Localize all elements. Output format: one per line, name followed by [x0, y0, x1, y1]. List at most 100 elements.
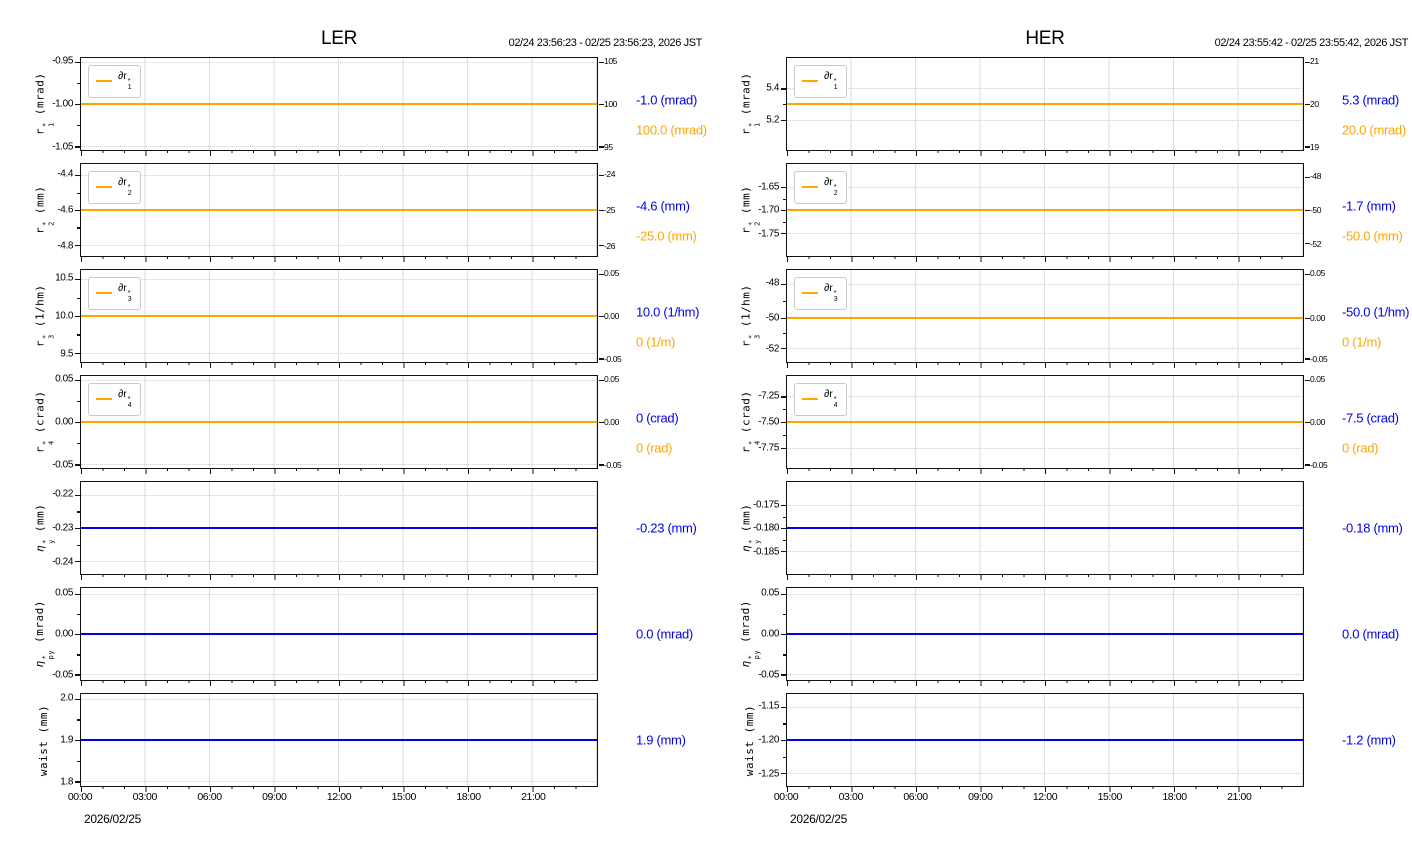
y-tick-label: -0.95 [52, 55, 73, 67]
right-tick-mark [1304, 273, 1310, 275]
data-line [787, 633, 1303, 636]
y-axis-label-text: r * 1 (mrad) [739, 73, 761, 136]
y-tick-label: -1.15 [758, 700, 779, 712]
y-minor-tick-mark [76, 297, 80, 299]
right-axis-tick-label: 95 [604, 142, 613, 153]
legend-label: ∂r * 2 [118, 176, 132, 198]
y-axis-label-unit: (mrad) [33, 600, 47, 651]
data-line [787, 209, 1303, 212]
x-tick-label: 00:00 [773, 791, 799, 803]
y-axis-label-subsup: * py [41, 650, 55, 659]
y-tick-mark [74, 740, 80, 742]
y-axis-label-subsup: * 2 [747, 221, 761, 226]
right-axis-tick-label: 0.00 [604, 417, 619, 427]
legend-label-symbol: ∂r [824, 388, 833, 400]
x-major-ticks [81, 256, 597, 262]
legend-label: ∂r * 1 [118, 70, 132, 92]
x-major-ticks [787, 574, 1303, 580]
x-major-ticks [81, 786, 597, 792]
subplot-her-2: r * 2 (mm) ∂r * 2 -1.65 -1.70 -1.75 -48 -50 -52 -1.7… [739, 163, 1403, 262]
right-axis-tick-label: 21 [1310, 55, 1319, 66]
gridline-horizontal [787, 348, 1303, 350]
data-line [81, 209, 597, 212]
y-tick-mark [780, 593, 786, 595]
y-tick-label: -0.175 [753, 499, 779, 510]
data-line [81, 739, 597, 742]
gridline-horizontal [787, 706, 1303, 708]
right-tick-mark [1304, 104, 1310, 106]
y-tick-mark [74, 279, 80, 281]
y-axis-label-unit: (mm) [739, 185, 753, 222]
plot-area: ∂r * 3 [780, 269, 1310, 368]
right-axis-tick-label: -0.05 [604, 354, 622, 365]
value-readouts: -50.0 (1/hm) 0 (1/m) [1342, 269, 1412, 363]
right-tick-mark [598, 316, 604, 318]
plot-area [74, 587, 598, 686]
y-tick-label: 9.5 [60, 348, 73, 360]
y-tick-label: -4.6 [57, 204, 73, 216]
y-minor-tick-mark [76, 443, 80, 445]
value-readout: 0.0 (mrad) [1342, 626, 1399, 642]
x-major-ticks [787, 150, 1303, 156]
right-axis-tick-label: 20 [1310, 99, 1319, 109]
value-readout: 0 (1/m) [636, 334, 676, 350]
y-axis-label-subsup: * 4 [41, 441, 55, 446]
y-minor-tick-mark [782, 104, 786, 106]
panel-title: HER [1025, 28, 1065, 49]
gridline-horizontal [787, 593, 1303, 595]
legend-label-subsup: * 4 [833, 396, 838, 410]
y-axis-label-symbol: r [33, 446, 47, 454]
y-axis-label-unit: (mrad) [739, 72, 753, 123]
panel-her: HER 02/24 23:55:42 - 02/25 23:55:42, 202… [706, 0, 1412, 864]
right-tick-mark [1304, 317, 1310, 320]
right-axis-tick-label: 100 [604, 99, 617, 109]
y-axis-label-subsup: * py [747, 650, 761, 659]
legend-line-swatch [96, 185, 112, 188]
y-minor-tick-mark [76, 125, 80, 127]
legend-label-subscript: 4 [833, 402, 838, 410]
right-tick-mark [598, 379, 604, 381]
plot-area [74, 693, 598, 792]
legend-line-swatch [802, 79, 818, 82]
right-tick-mark [1304, 379, 1310, 381]
y-minor-tick-mark [782, 756, 786, 758]
y-tick-label: 10.5 [55, 272, 73, 284]
x-axis-tick-labels: 00:00 03:00 06:00 09:00 12:00 15:00 18:00 21:00 [774, 791, 1304, 805]
plot-area [74, 481, 598, 580]
value-readout: -50.0 (1/hm) [1342, 304, 1410, 320]
right-axis-tick-label: -0.05 [1310, 460, 1328, 471]
y-tick-mark [74, 528, 80, 530]
value-readout: -7.5 (crad) [1342, 410, 1399, 426]
data-line [787, 316, 1303, 320]
x-major-ticks [81, 468, 597, 474]
plot-area: ∂r * 4 [780, 375, 1310, 474]
right-tick-mark [1304, 61, 1310, 63]
subplot-ler-5: η * y (mm) -0.22 -0.23 -0.24 -0.23 (mm) [33, 481, 697, 580]
value-readout: -25.0 (mm) [636, 228, 697, 244]
x-tick-label: 00:00 [67, 791, 93, 803]
y-minor-tick-mark [782, 333, 786, 335]
y-axis-label-symbol: waist [37, 740, 51, 776]
value-readouts: 0.0 (mrad) [636, 587, 786, 681]
value-readouts: 0 (crad) 0 (rad) [636, 375, 786, 469]
legend-label-subscript: 1 [127, 84, 132, 92]
value-readouts: 1.9 (mm) [636, 693, 786, 787]
y-axis-label-symbol: η [33, 660, 47, 668]
legend-label-symbol: ∂r [824, 282, 833, 294]
gridline-horizontal [787, 551, 1303, 552]
legend-label: ∂r * 3 [118, 282, 132, 304]
y-tick-label: -7.50 [758, 416, 779, 428]
y-axis-label-text: r * 3 (1/hm) [739, 285, 761, 348]
y-axis-label-symbol: r [33, 128, 47, 136]
value-readout: -1.2 (mm) [1342, 732, 1396, 748]
legend-label-subsup: * 2 [834, 184, 838, 198]
y-axis-label-subsup: * y [41, 539, 55, 544]
y-axis-label-subsup: * y [747, 539, 761, 544]
y-axis-label-symbol: r [33, 227, 47, 235]
y-axis-label-text: waist (mm) [744, 704, 757, 775]
subplot-stack: r * 1 (mrad) ∂r * 1 5.4 5.2 21 20 19 5.3 (mrad) 20.0… [739, 56, 1410, 792]
subplot-ler-7: waist (mm) 2.0 1.9 1.8 1.9 (mm) [38, 692, 686, 792]
legend-box: ∂r * 4 [88, 383, 141, 416]
y-minor-tick-mark [76, 334, 80, 336]
gridline-horizontal [787, 773, 1303, 775]
